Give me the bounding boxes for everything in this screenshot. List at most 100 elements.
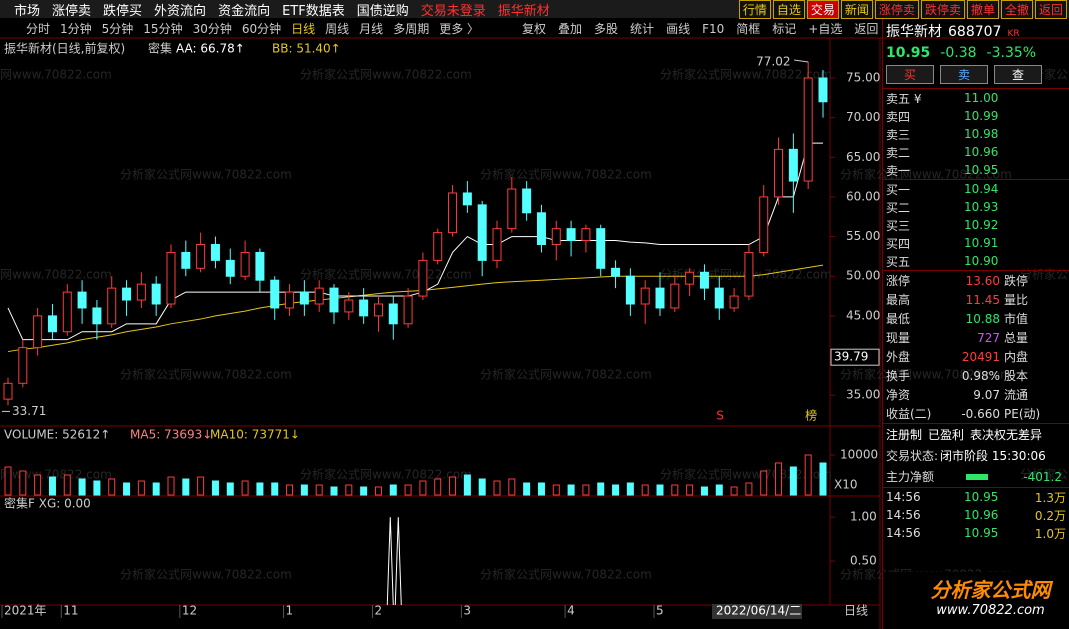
flow-label: 主力净额 xyxy=(886,470,935,484)
candle-body xyxy=(373,303,383,317)
candle-body xyxy=(774,148,784,198)
button[interactable]: 行情 xyxy=(738,0,771,19)
tool-button[interactable]: 简框 xyxy=(736,22,761,36)
button[interactable]: 撤单 xyxy=(966,0,999,19)
book-price: 10.90 xyxy=(964,254,999,268)
button[interactable]: 交易 xyxy=(806,0,839,19)
candle-body xyxy=(240,251,250,277)
y-tick-label: 10000 xyxy=(840,448,878,462)
button[interactable]: 新闻 xyxy=(840,0,873,19)
volume-bar xyxy=(537,482,545,496)
volume-bar xyxy=(360,486,368,496)
action-button[interactable]: 卖 xyxy=(940,65,988,84)
book-label: 买一 xyxy=(886,182,911,197)
volume-bar xyxy=(434,478,442,496)
tool-button[interactable]: 复权 xyxy=(522,22,547,36)
watermark: 分析家公式网www.70822.com xyxy=(480,167,652,182)
legend-entry: BB: 51.40↑ xyxy=(272,42,341,56)
stock-tag: KR xyxy=(1007,29,1020,39)
volume-bar xyxy=(197,476,205,496)
period-tab[interactable]: 1分钟 xyxy=(60,22,92,36)
menu-item[interactable]: 交易未登录 xyxy=(420,3,486,19)
candle-body xyxy=(433,232,443,261)
button[interactable]: 跌停卖 xyxy=(920,0,965,19)
button[interactable]: 返回 xyxy=(1034,0,1067,19)
tool-button[interactable]: 返回 xyxy=(854,22,879,36)
book-label: 卖四 xyxy=(886,109,911,124)
action-button[interactable]: 买 xyxy=(886,65,934,84)
candle-body xyxy=(492,228,502,261)
period-tab[interactable]: 日线 xyxy=(291,22,316,36)
period-tab[interactable]: 分时 xyxy=(26,22,51,36)
tool-button[interactable]: +自选 xyxy=(808,22,843,36)
flag: 表决权无差异 xyxy=(970,428,1043,442)
tool-button[interactable]: 标记 xyxy=(772,22,797,36)
x-tick-label: 12 xyxy=(182,604,197,618)
watermark: 分析家公式网www.70822.com xyxy=(120,567,292,582)
volume-bar xyxy=(211,480,219,496)
menu-item[interactable]: 国债逆购 xyxy=(356,3,409,19)
stat-value: -0.660 xyxy=(961,406,1000,421)
period-tab[interactable]: 15分钟 xyxy=(143,22,183,36)
candle-body xyxy=(803,77,813,182)
stat-label: 流通 xyxy=(1004,388,1029,402)
volume-bar xyxy=(123,482,131,496)
action-button[interactable]: 查 xyxy=(994,65,1042,84)
stat-row: 最低 10.88 市值 xyxy=(886,309,1067,328)
period-tab[interactable]: 60分钟 xyxy=(241,22,282,36)
volume-bar xyxy=(152,482,160,496)
y-tick-label: 0.50 xyxy=(850,554,877,568)
y-tick-label: 60.00 xyxy=(846,189,880,203)
stat-label: 量比 xyxy=(1004,293,1029,307)
quote-panel: 振华新材 688707 KR 10.95 -0.38 -3.35% 买卖查卖五 ¥ 11.00… xyxy=(882,19,1069,629)
period-tab[interactable]: 30分钟 xyxy=(192,22,232,36)
book-label: 卖二 xyxy=(886,145,911,160)
candle-body xyxy=(136,283,146,301)
tool-button[interactable]: 统计 xyxy=(630,22,655,36)
high-label: 77.02 xyxy=(756,54,790,68)
candle-body xyxy=(714,287,724,309)
watermark: 分析家公式网www.70822.com xyxy=(480,567,652,582)
volume-bar xyxy=(78,478,86,496)
button[interactable]: 全撤 xyxy=(1000,0,1033,19)
stat-value: 727 xyxy=(977,330,1000,345)
y-tick-label: 45.00 xyxy=(846,308,880,322)
menu-item[interactable]: 涨停卖 xyxy=(52,3,92,19)
tool-button[interactable]: 多股 xyxy=(594,22,619,36)
menu-item[interactable]: 外资流向 xyxy=(154,3,207,19)
quote-header: 振华新材 688707 KR xyxy=(883,19,1069,43)
volume-bar xyxy=(48,476,56,496)
candle-body xyxy=(536,212,546,246)
period-tab[interactable]: 月线 xyxy=(359,22,384,36)
period-tab[interactable]: 5分钟 xyxy=(101,22,134,36)
period-tab[interactable]: 多周期 xyxy=(393,22,430,36)
tool-button[interactable]: 叠加 xyxy=(558,22,583,36)
menu-item[interactable]: 市场 xyxy=(14,3,41,19)
volume-bar xyxy=(300,484,308,496)
flag: 注册制 xyxy=(886,428,923,442)
y-tick-label: 35.00 xyxy=(846,388,880,402)
candle-body xyxy=(418,259,428,297)
menu-item[interactable]: 跌停买 xyxy=(103,3,143,19)
period-tab[interactable]: 周线 xyxy=(325,22,350,36)
menu-item[interactable]: 资金流向 xyxy=(218,3,271,19)
period-tab[interactable]: 更多 〉 xyxy=(439,22,480,36)
book-price: 10.95 xyxy=(964,163,999,177)
menu-item[interactable]: 振华新材 xyxy=(497,3,550,19)
tool-button[interactable]: F10 xyxy=(702,21,725,36)
candle-body xyxy=(92,307,102,325)
stat-value: 20491 xyxy=(961,349,1000,364)
volume-bar xyxy=(686,484,694,496)
cursor-date: 2022/06/14/二 xyxy=(716,604,801,618)
indicator-name: 密集 xyxy=(148,41,172,56)
book-label: 买四 xyxy=(886,236,911,251)
menu-item[interactable]: ETF数据表 xyxy=(282,3,345,19)
tool-button[interactable]: 画线 xyxy=(666,22,691,36)
book-price: 10.93 xyxy=(964,200,999,214)
volume-bar xyxy=(463,474,471,496)
button[interactable]: 涨停卖 xyxy=(874,0,919,19)
button[interactable]: 自选 xyxy=(772,0,805,19)
stat-row: 现量 727 总量 xyxy=(886,328,1067,347)
book-row: 买一 10.94 xyxy=(886,180,1067,198)
stat-label: 最高 xyxy=(886,293,911,307)
